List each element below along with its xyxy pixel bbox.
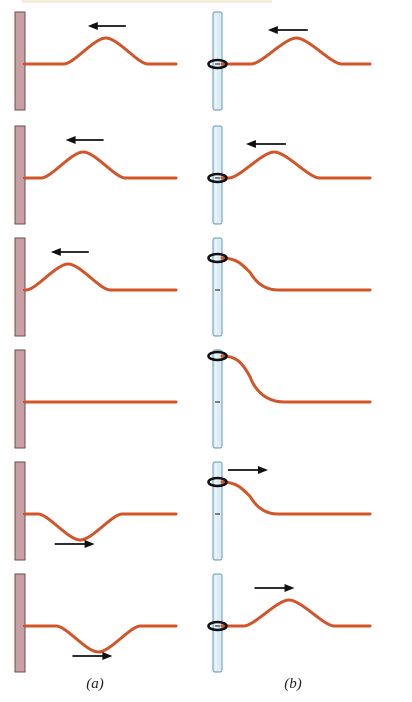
frame-a-4	[14, 349, 178, 449]
string-pulse	[220, 150, 372, 180]
string-pulse	[220, 36, 372, 66]
string-pulse	[220, 480, 372, 516]
ring-on-rod	[207, 620, 228, 632]
frame-b-4	[207, 349, 372, 449]
frame-a-6	[14, 573, 178, 673]
column-b-free-end	[207, 11, 372, 673]
frame-a-2	[14, 125, 178, 225]
arrow-left-icon	[267, 26, 308, 34]
string-pulse	[23, 624, 178, 654]
fixed-wall	[14, 125, 26, 225]
arrow-right-icon	[72, 652, 113, 660]
string-pulse	[23, 150, 178, 180]
string-pulse	[220, 354, 372, 404]
frame-b-1	[207, 11, 372, 111]
string-pulse	[23, 36, 178, 66]
ring-on-rod	[207, 476, 228, 488]
ring-on-rod	[207, 252, 228, 264]
frame-b-2	[207, 125, 372, 225]
frame-a-3	[14, 237, 178, 337]
frame-a-5	[14, 461, 178, 561]
column-b-label: (b)	[284, 676, 302, 692]
arrow-right-icon	[254, 584, 295, 592]
fixed-wall	[14, 11, 26, 111]
top-strip	[22, 0, 272, 3]
string-pulse	[23, 512, 178, 542]
string-pulse	[220, 598, 372, 628]
fixed-wall	[14, 461, 26, 561]
arrow-left-icon	[87, 22, 126, 30]
arrow-left-icon	[65, 136, 104, 144]
string-pulse	[23, 262, 178, 292]
fixed-wall	[14, 573, 26, 673]
frame-b-6	[207, 573, 372, 673]
ring-on-rod	[207, 58, 228, 70]
rod	[212, 349, 223, 449]
frame-b-3	[207, 237, 372, 337]
arrow-left-icon	[50, 248, 89, 256]
frame-b-5	[207, 461, 372, 561]
column-a-label: (a)	[86, 676, 104, 692]
arrow-left-icon	[245, 140, 286, 148]
ring-on-rod	[207, 172, 228, 184]
arrow-right-icon	[228, 466, 268, 474]
arrow-right-icon	[54, 540, 95, 548]
frame-a-1	[14, 11, 178, 111]
ring-on-rod	[207, 350, 228, 362]
fixed-wall	[14, 349, 26, 449]
fixed-wall	[14, 237, 26, 337]
column-a-fixed-end	[14, 11, 178, 673]
string-pulse	[220, 256, 372, 292]
